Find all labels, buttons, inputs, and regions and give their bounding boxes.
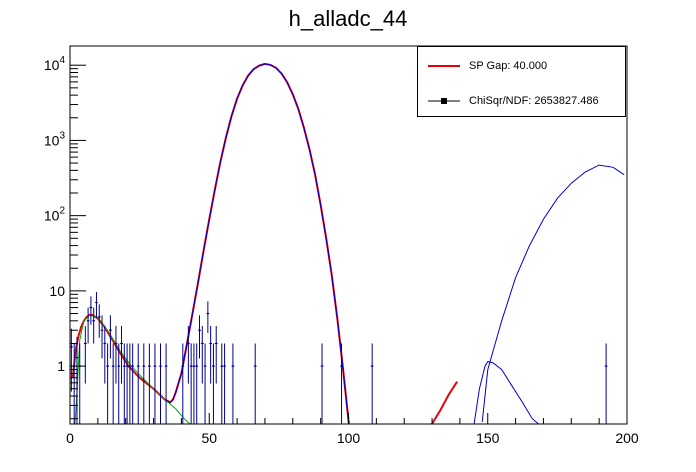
data-point — [120, 325, 123, 384]
data-point — [181, 343, 185, 424]
data-point — [203, 343, 207, 424]
data-point — [231, 343, 235, 424]
series-curve-1 — [430, 381, 458, 424]
data-point — [209, 325, 213, 384]
y-tick-label: 103 — [44, 130, 66, 148]
data-point — [122, 343, 126, 424]
data-point — [220, 343, 224, 424]
data-point — [83, 325, 87, 384]
series-curve-5 — [74, 314, 191, 424]
data-point — [136, 343, 140, 424]
data-point — [212, 343, 215, 424]
data-point — [125, 343, 129, 424]
data-point — [103, 325, 107, 384]
series-curve-3 — [473, 360, 540, 424]
data-point — [128, 343, 132, 424]
data-point — [159, 343, 162, 424]
data-point — [75, 336, 79, 424]
series-curve-0 — [71, 62, 350, 424]
data-point — [111, 343, 115, 424]
data-point — [106, 343, 109, 424]
data-point — [89, 296, 93, 325]
legend-entry-sp-gap: SP Gap: 40.000 — [418, 56, 625, 76]
data-point — [195, 343, 199, 424]
legend-entry-chisqr: ChiSqr/NDF: 2653827.486 — [418, 91, 625, 111]
data-point — [100, 315, 104, 359]
data-point — [186, 325, 190, 384]
x-tick-label: 0 — [66, 430, 74, 446]
data-point — [206, 301, 210, 333]
data-point — [189, 343, 193, 424]
data-point — [200, 325, 204, 384]
legend: SP Gap: 40.000 ChiSqr/NDF: 2653827.486 — [417, 46, 626, 117]
legend-line-swatch — [428, 65, 460, 67]
y-tick-label: 10 — [49, 283, 65, 299]
y-tick-label: 102 — [44, 206, 66, 224]
x-tick-label: 50 — [201, 430, 217, 446]
data-point — [153, 343, 157, 424]
x-tick-label: 100 — [337, 430, 361, 446]
chart-title: h_alladc_44 — [288, 6, 408, 31]
data-point — [114, 325, 118, 384]
legend-marker-swatch — [428, 98, 460, 104]
data-point — [117, 343, 121, 424]
legend-label-chisqr: ChiSqr/NDF: 2653827.486 — [469, 95, 599, 107]
data-point — [340, 343, 343, 424]
legend-label-sp-gap: SP Gap: 40.000 — [469, 60, 548, 72]
data-point — [192, 343, 196, 424]
data-point — [95, 292, 98, 319]
data-point — [86, 307, 90, 344]
data-point — [223, 343, 226, 424]
data-point — [142, 343, 146, 424]
data-point — [108, 315, 112, 359]
data-point — [164, 343, 168, 424]
x-tick-label: 200 — [615, 430, 639, 446]
data-point — [320, 343, 324, 424]
data-point — [253, 343, 257, 424]
data-point — [92, 307, 96, 344]
data-point — [198, 315, 201, 359]
data-point — [131, 343, 135, 424]
y-tick-label: 1 — [57, 358, 65, 374]
y-tick-label: 104 — [44, 55, 66, 73]
x-tick-label: 150 — [476, 430, 500, 446]
data-point — [97, 304, 101, 338]
data-point — [147, 343, 151, 424]
data-point — [370, 343, 374, 424]
series-curve-4 — [481, 164, 625, 423]
data-point — [604, 343, 608, 424]
data-point — [214, 325, 218, 384]
